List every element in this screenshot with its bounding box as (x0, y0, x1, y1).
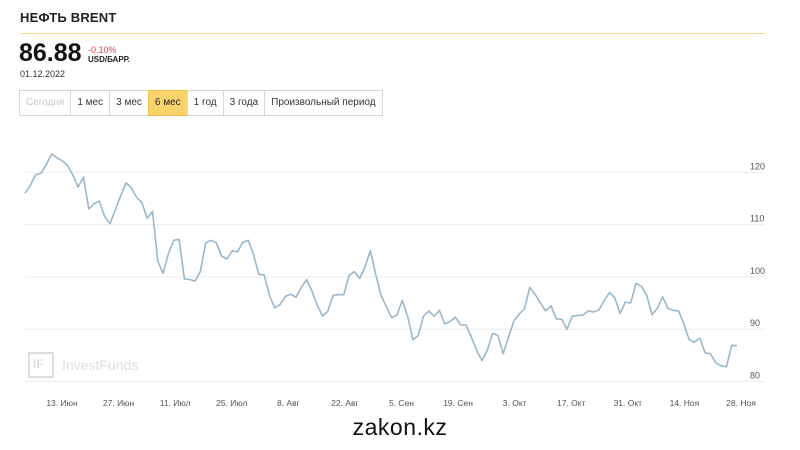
y-tick-label: 120 (750, 161, 765, 171)
x-tick-label: 25. Июл (216, 398, 247, 408)
watermark: InvestFunds (28, 352, 138, 378)
investfunds-logo-icon (28, 352, 54, 378)
x-tick-label: 22. Авг (331, 398, 358, 408)
price-chart[interactable]: 80 90 100 110 120 13. Июн 27. Июн 11. Июл 25. Ию… (0, 120, 800, 410)
page-title: НЕФТЬ BRENT (20, 10, 117, 25)
tab-1-year[interactable]: 1 год (186, 90, 224, 116)
price-change: -0.10% (88, 45, 117, 55)
x-tick-label: 19. Сен (443, 398, 473, 408)
x-tick-label: 13. Июн (46, 398, 78, 408)
x-tick-label: 31. Окт (614, 398, 643, 408)
watermark-text: InvestFunds (62, 357, 139, 373)
x-tick-label: 5. Сен (389, 398, 414, 408)
x-tick-label: 11. Июл (160, 398, 191, 408)
x-tick-label: 14. Ноя (670, 398, 700, 408)
x-tick-label: 27. Июн (103, 398, 135, 408)
x-tick-label: 8. Авг (277, 398, 300, 408)
price-series-line (24, 153, 738, 368)
y-tick-label: 110 (750, 214, 764, 224)
price-unit: USD/БАРР. (88, 55, 131, 64)
x-tick-label: 28. Ноя (726, 398, 756, 408)
tab-1-month[interactable]: 1 мес (70, 90, 111, 116)
y-tick-label: 80 (750, 371, 760, 381)
price-date: 01.12.2022 (20, 69, 66, 79)
y-tick-label: 90 (750, 318, 760, 328)
title-divider (20, 33, 765, 34)
x-tick-label: 17. Окт (557, 398, 586, 408)
price-value: 86.88 (19, 39, 82, 67)
tab-today[interactable]: Сегодня (19, 90, 72, 116)
period-tabs: Сегодня 1 мес 3 мес 6 мес 1 год 3 года П… (19, 90, 383, 116)
site-footer-logo: zakon.kz (352, 414, 448, 440)
x-tick-label: 3. Окт (503, 398, 527, 408)
y-tick-label: 100 (750, 266, 765, 276)
tab-6-months[interactable]: 6 мес (147, 90, 188, 116)
tab-3-months[interactable]: 3 мес (109, 90, 149, 116)
tab-custom-period[interactable]: Произвольный период (264, 90, 383, 116)
tab-3-years[interactable]: 3 года (222, 90, 266, 116)
